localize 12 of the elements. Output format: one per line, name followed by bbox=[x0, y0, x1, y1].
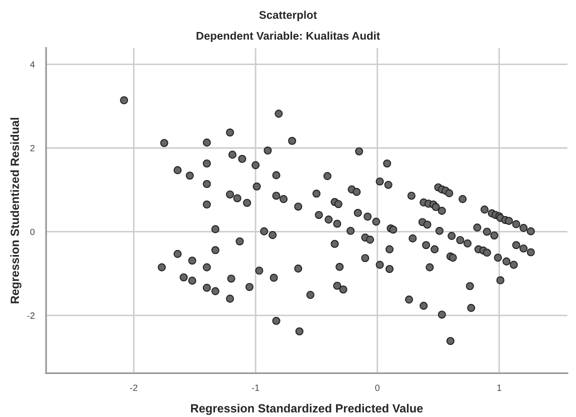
chart-title: Scatterplot bbox=[259, 10, 317, 22]
x-tick-label: 1 bbox=[497, 384, 502, 391]
x-tick-label: -2 bbox=[130, 384, 138, 391]
y-tick-label: 0 bbox=[30, 228, 35, 236]
x-tick-label: 0 bbox=[375, 384, 380, 391]
y-tick-label: 2 bbox=[30, 144, 35, 152]
x-axis-title: Regression Standardized Predicted Value bbox=[191, 404, 423, 415]
y-tick-label: -2 bbox=[27, 312, 35, 319]
x-tick-label: -1 bbox=[252, 384, 260, 391]
y-axis-title: Regression Studentized Residual bbox=[10, 118, 22, 304]
chart-subtitle: Dependent Variable: Kualitas Audit bbox=[196, 32, 380, 42]
y-tick-label: 4 bbox=[30, 61, 35, 68]
